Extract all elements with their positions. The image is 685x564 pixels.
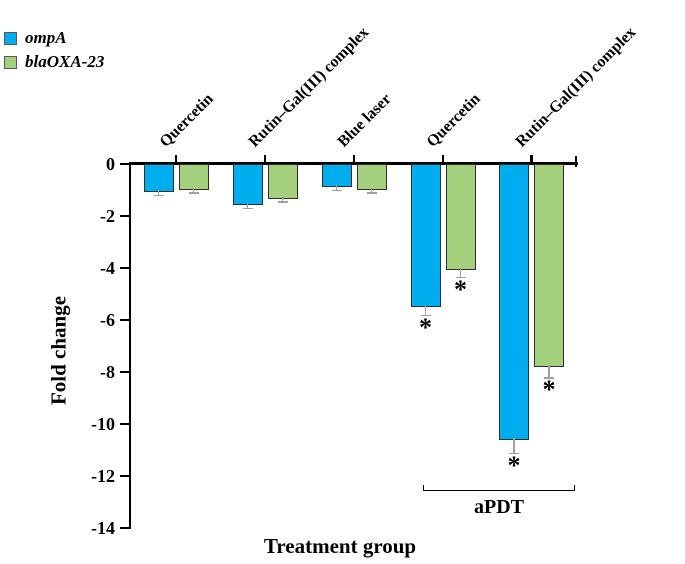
significance-asterisk-blaoxa23-5: *	[542, 375, 556, 405]
bar-ompa-5	[499, 163, 529, 440]
legend-item-blaoxa23: blaOXA-23	[4, 50, 104, 74]
significance-asterisk-blaoxa23-4: *	[454, 274, 467, 304]
x-axis-tick	[441, 155, 445, 162]
error-bar-cap-blaoxa23-2	[277, 201, 288, 203]
bar-blaoxa23-2	[267, 163, 298, 199]
y-axis-tick-label: -2	[100, 205, 115, 226]
category-label: Quercetin	[156, 90, 217, 151]
category-label: Rutin–Gal(III) complex	[512, 23, 639, 151]
error-bar-ompa-4	[424, 304, 427, 315]
error-bar-cap-ompa-4	[420, 314, 431, 317]
bar-blaoxa23-4	[445, 163, 476, 271]
y-axis-tick	[120, 370, 129, 373]
y-axis-line	[128, 162, 131, 529]
x-axis-end-tick	[574, 156, 577, 167]
error-bar-blaoxa23-4	[459, 268, 462, 277]
x-axis-title: Treatment group	[263, 534, 417, 558]
y-axis-tick	[120, 266, 129, 269]
bar-ompa-3	[321, 163, 352, 187]
legend-item-ompa: ompA	[4, 26, 104, 50]
y-axis-tick-label: -4	[100, 257, 115, 278]
chart-legend: ompA blaOXA-23	[4, 26, 104, 74]
apdt-bracket	[423, 485, 575, 491]
legend-swatch-ompa	[4, 31, 17, 45]
legend-label-ompa: ompA	[25, 28, 67, 47]
error-bar-cap-blaoxa23-4	[455, 276, 466, 279]
error-bar-cap-blaoxa23-3	[366, 192, 377, 194]
bar-blaoxa23-1	[178, 163, 209, 190]
bar-blaoxa23-3	[356, 163, 387, 190]
y-axis-tick	[120, 422, 129, 425]
error-bar-blaoxa23-5	[548, 364, 550, 378]
error-bar-blaoxa23-3	[370, 187, 373, 193]
y-axis-tick-label: 0	[106, 153, 115, 174]
error-bar-ompa-2	[246, 203, 249, 208]
error-bar-blaoxa23-1	[192, 187, 195, 193]
y-axis-tick-label: -8	[100, 361, 115, 382]
legend-label-blaoxa23: blaOXA-23	[25, 52, 105, 71]
y-axis-tick	[120, 474, 129, 477]
error-bar-cap-blaoxa23-1	[188, 192, 199, 194]
x-axis-zero-line	[128, 162, 578, 165]
apdt-bracket-label: aPDT	[474, 496, 524, 518]
error-bar-ompa-5	[513, 437, 515, 453]
y-axis-tick-label: -6	[100, 309, 115, 330]
bar-blaoxa23-5	[534, 163, 564, 367]
category-label: Quercetin	[423, 90, 484, 151]
legend-swatch-blaoxa23	[4, 55, 17, 69]
y-axis-title: Fold change	[46, 295, 71, 406]
significance-asterisk-ompa-5: *	[507, 450, 521, 480]
error-bar-cap-ompa-3	[331, 189, 342, 192]
y-axis-tick-label: -10	[91, 413, 115, 434]
x-axis-tick	[530, 155, 533, 162]
error-bar-ompa-3	[335, 184, 338, 190]
x-axis-tick	[174, 155, 178, 162]
error-bar-cap-ompa-5	[509, 452, 519, 455]
bar-ompa-4	[410, 163, 441, 307]
y-axis-tick	[120, 527, 129, 530]
x-axis-tick	[263, 155, 267, 162]
error-bar-cap-blaoxa23-5	[544, 377, 554, 379]
bar-ompa-1	[143, 163, 174, 193]
y-axis-tick-label: -12	[91, 465, 115, 486]
y-axis-tick	[120, 214, 129, 217]
y-axis-tick-label: -14	[91, 518, 115, 539]
error-bar-cap-ompa-2	[242, 207, 253, 210]
error-bar-ompa-1	[157, 190, 160, 195]
error-bar-blaoxa23-2	[281, 196, 284, 202]
y-axis-tick	[120, 318, 129, 321]
bar-ompa-2	[232, 163, 263, 206]
category-label: Blue laser	[334, 90, 395, 151]
error-bar-cap-ompa-1	[153, 194, 164, 197]
x-axis-tick	[352, 155, 356, 162]
y-axis-tick	[120, 162, 129, 165]
significance-asterisk-ompa-4: *	[419, 312, 432, 342]
